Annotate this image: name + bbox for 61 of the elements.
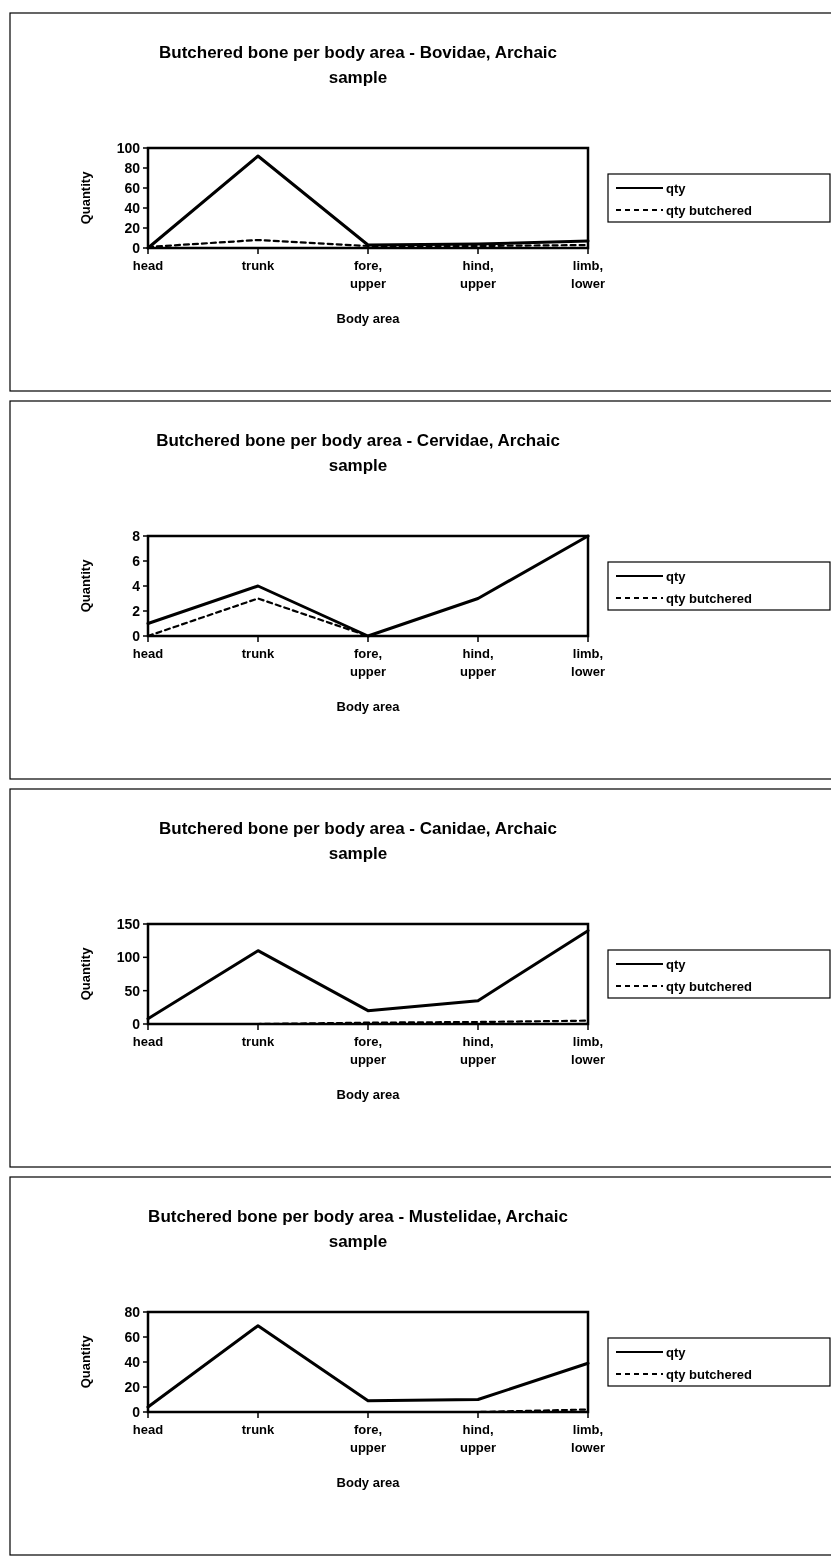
x-tick-label: fore, upper <box>349 258 387 291</box>
y-tick-label: 0 <box>132 627 141 644</box>
y-tick-label: 8 <box>132 527 141 544</box>
y-tick-label: 40 <box>124 199 141 216</box>
x-tick-label: trunk <box>241 646 276 661</box>
x-tick-label: limb, lower <box>571 1422 605 1455</box>
legend-label: qty butchered <box>666 202 753 218</box>
legend-label: qty butchered <box>666 590 753 606</box>
y-tick-label: 0 <box>132 1015 141 1032</box>
x-tick-label: trunk <box>241 1034 276 1049</box>
y-tick-label: 40 <box>124 1353 141 1370</box>
y-tick-label: 2 <box>132 602 141 619</box>
x-tick-label: limb, lower <box>571 258 605 291</box>
legend-label: qty <box>666 180 687 196</box>
legend-label: qty <box>666 956 687 972</box>
y-tick-label: 150 <box>116 915 141 932</box>
x-tick-label: limb, lower <box>571 1034 605 1067</box>
x-tick-label: fore, upper <box>349 1034 387 1067</box>
y-tick-label: 80 <box>124 159 141 176</box>
x-tick-label: hind, upper <box>459 1034 497 1067</box>
y-tick-label: 60 <box>124 179 141 196</box>
x-tick-label: head <box>132 1034 164 1049</box>
chart-title: Butchered bone per body area - Bovidae, Archaic sample <box>158 43 558 87</box>
x-tick-label: head <box>132 1422 164 1437</box>
y-axis-title: Quantity <box>78 170 93 225</box>
y-tick-label: 4 <box>132 577 141 594</box>
y-tick-label: 20 <box>124 1378 141 1395</box>
y-axis-title: Quantity <box>78 1334 93 1389</box>
legend-label: qty butchered <box>666 978 753 994</box>
y-tick-label: 50 <box>124 982 141 999</box>
line-series <box>146 534 590 638</box>
x-axis-title: Body area <box>336 1087 401 1102</box>
y-tick-label: 60 <box>124 1328 141 1345</box>
x-tick-label: hind, upper <box>459 646 497 679</box>
x-axis-title: Body area <box>336 311 401 326</box>
x-tick-label: hind, upper <box>459 258 497 291</box>
y-tick-label: 0 <box>132 239 141 256</box>
chart-title: Butchered bone per body area - Canidae, Archaic sample <box>158 819 558 863</box>
legend-label: qty <box>666 568 687 584</box>
chart-title: Butchered bone per body area - Mustelidae, Archaic sample <box>148 1207 568 1251</box>
x-tick-label: hind, upper <box>459 1422 497 1455</box>
y-tick-label: 6 <box>132 552 141 569</box>
x-tick-label: trunk <box>241 258 276 273</box>
legend-label: qty <box>666 1344 687 1360</box>
x-tick-label: limb, lower <box>571 646 605 679</box>
chart-title: Butchered bone per body area - Cervidae, Archaic sample <box>156 431 560 475</box>
y-tick-label: 20 <box>124 219 141 236</box>
y-tick-label: 100 <box>116 139 141 156</box>
y-axis-title: Quantity <box>78 946 93 1001</box>
y-axis-title: Quantity <box>78 558 93 613</box>
x-tick-label: head <box>132 258 164 273</box>
x-tick-label: fore, upper <box>349 1422 387 1455</box>
y-tick-label: 80 <box>124 1303 141 1320</box>
x-tick-label: fore, upper <box>349 646 387 679</box>
x-tick-label: trunk <box>241 1422 276 1437</box>
x-axis-title: Body area <box>336 699 401 714</box>
y-tick-label: 100 <box>116 949 141 966</box>
y-tick-label: 0 <box>132 1403 141 1420</box>
legend-label: qty butchered <box>666 1366 753 1382</box>
x-axis-title: Body area <box>336 1475 401 1490</box>
x-tick-label: head <box>132 646 164 661</box>
